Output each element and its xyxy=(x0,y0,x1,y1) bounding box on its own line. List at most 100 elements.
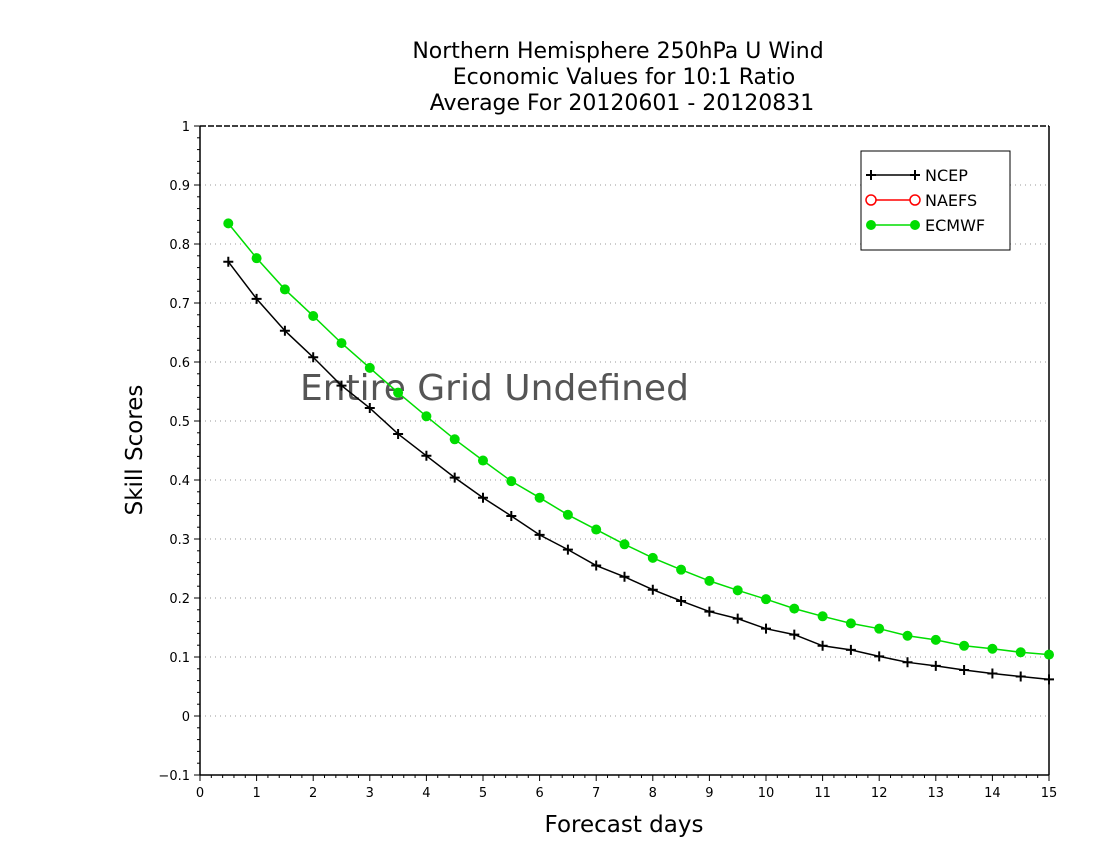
x-tick-label-8: 8 xyxy=(649,786,657,801)
point-ecmwf xyxy=(647,552,658,563)
point-ecmwf xyxy=(449,434,460,445)
point-ncep xyxy=(336,380,347,391)
point-ncep xyxy=(647,584,658,595)
point-ecmwf xyxy=(223,218,234,229)
point-ecmwf xyxy=(562,509,573,520)
point-ecmwf xyxy=(251,253,262,264)
y-tick-label-7: 0.6 xyxy=(169,356,190,371)
point-ecmwf xyxy=(676,564,687,575)
x-axis-label: Forecast days xyxy=(545,812,704,838)
point-ncep xyxy=(251,293,262,304)
title-line-1: Northern Hemisphere 250hPa U Wind xyxy=(412,39,823,64)
point-ecmwf xyxy=(393,387,404,398)
title-line-3: Average For 20120601 - 20120831 xyxy=(430,91,815,116)
point-ncep xyxy=(534,529,545,540)
point-ncep xyxy=(393,428,404,439)
x-tick-label-12: 12 xyxy=(871,786,888,801)
y-tick-label-9: 0.8 xyxy=(169,238,190,253)
point-ecmwf xyxy=(421,411,432,422)
point-ncep xyxy=(874,651,885,662)
x-tick-label-5: 5 xyxy=(479,786,487,801)
point-ncep xyxy=(506,510,517,521)
title-line-2: Economic Values for 10:1 Ratio xyxy=(453,65,795,90)
point-ecmwf xyxy=(902,630,913,641)
point-ecmwf xyxy=(761,594,771,605)
point-ecmwf xyxy=(591,524,602,535)
legend-label-ecmwf: ECMWF xyxy=(925,216,985,235)
point-ecmwf xyxy=(789,603,800,614)
point-ncep xyxy=(817,640,828,651)
legend-marker-ncep xyxy=(910,170,920,180)
point-ncep xyxy=(1044,674,1054,685)
x-tick-label-10: 10 xyxy=(758,786,775,801)
point-ecmwf xyxy=(364,362,375,373)
point-ncep xyxy=(959,664,970,675)
chart-title: Northern Hemisphere 250hPa U Wind Econom… xyxy=(412,39,823,116)
point-ecmwf xyxy=(845,618,856,629)
x-tick-label-13: 13 xyxy=(928,786,945,801)
annotation-text: Entire Grid Undefined xyxy=(300,368,689,409)
point-ncep xyxy=(987,668,998,679)
legend-item-naefs: NAEFS xyxy=(865,191,977,210)
point-ecmwf xyxy=(732,585,743,596)
point-ecmwf xyxy=(336,338,347,349)
point-ncep xyxy=(1015,671,1026,682)
point-ncep xyxy=(732,613,743,624)
y-tick-label-0: −0.1 xyxy=(158,769,190,784)
point-ncep xyxy=(591,560,602,571)
legend-label-naefs: NAEFS xyxy=(925,191,977,210)
y-tick-label-4: 0.3 xyxy=(169,533,190,548)
point-ncep xyxy=(704,606,715,617)
x-tick-label-6: 6 xyxy=(535,786,543,801)
y-tick-label-6: 0.5 xyxy=(169,415,190,430)
point-ncep xyxy=(478,492,488,503)
point-ecmwf xyxy=(534,492,545,503)
x-tick-label-7: 7 xyxy=(592,786,600,801)
y-tick-label-11: 1 xyxy=(182,120,190,135)
axis-ticks: 0 1 2 3 4 5 6 7 8 9 10 11 12 13 14 15−0.100.10.20.30.40… xyxy=(158,120,1057,801)
series-line-ecmwf xyxy=(227,222,1050,656)
x-tick-label-15: 15 xyxy=(1041,786,1058,801)
point-ecmwf xyxy=(704,575,715,586)
point-ncep xyxy=(364,403,375,414)
x-tick-label-14: 14 xyxy=(984,786,1001,801)
y-tick-label-5: 0.4 xyxy=(169,474,190,489)
point-ncep xyxy=(308,352,319,363)
point-ncep xyxy=(619,571,630,582)
x-tick-label-3: 3 xyxy=(366,786,374,801)
point-ncep xyxy=(562,544,573,555)
point-ecmwf xyxy=(619,539,630,550)
point-ecmwf xyxy=(959,640,970,651)
point-ecmwf xyxy=(987,643,998,654)
x-tick-label-11: 11 xyxy=(814,786,831,801)
point-ecmwf xyxy=(1015,647,1026,658)
series-layer xyxy=(223,218,1054,685)
point-ncep xyxy=(223,256,234,267)
y-tick-label-8: 0.7 xyxy=(169,297,190,312)
point-ncep xyxy=(902,657,913,668)
x-tick-label-9: 9 xyxy=(705,786,713,801)
legend-marker-naefs xyxy=(865,194,877,206)
point-ecmwf xyxy=(308,310,319,321)
legend-item-ecmwf: ECMWF xyxy=(866,216,985,235)
legend-marker-ecmwf xyxy=(910,220,920,230)
legend: NCEP NAEFS ECMWF xyxy=(860,150,1011,251)
y-tick-label-3: 0.2 xyxy=(169,592,190,607)
plot-frame xyxy=(199,125,1050,776)
point-ncep xyxy=(421,450,432,461)
y-tick-label-2: 0.1 xyxy=(169,651,190,666)
point-ecmwf xyxy=(478,455,488,466)
point-ecmwf xyxy=(817,611,828,622)
legend-item-ncep: NCEP xyxy=(866,166,968,185)
y-axis-label: Skill Scores xyxy=(122,385,148,516)
x-tick-label-1: 1 xyxy=(252,786,260,801)
point-ncep xyxy=(930,660,941,671)
y-tick-label-1: 0 xyxy=(182,710,190,725)
grid xyxy=(200,184,1049,717)
x-tick-label-4: 4 xyxy=(422,786,430,801)
point-ncep xyxy=(789,629,800,640)
point-ncep xyxy=(449,472,460,483)
legend-label-ncep: NCEP xyxy=(925,166,968,185)
x-tick-label-0: 0 xyxy=(196,786,204,801)
